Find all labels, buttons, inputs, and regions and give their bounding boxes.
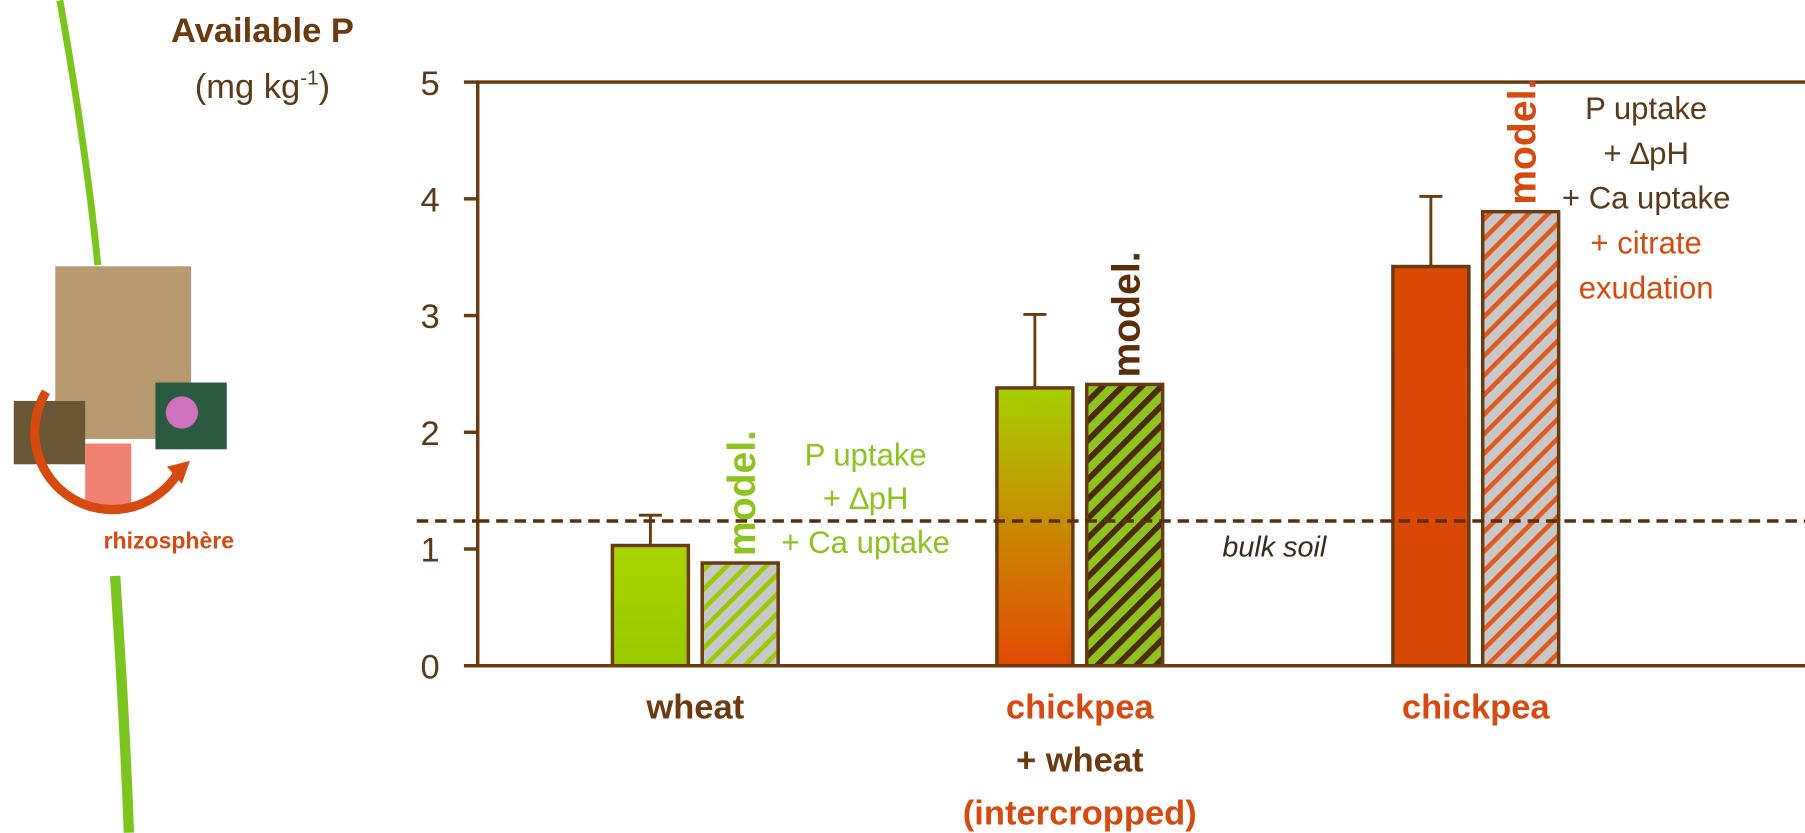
annotation: + citrate — [1590, 226, 1701, 261]
model-label: model. — [1106, 251, 1149, 377]
x-tick-label: (intercropped) — [963, 795, 1197, 833]
unit-sup: -1 — [300, 66, 318, 89]
bar — [1084, 382, 1165, 668]
bar — [1391, 264, 1471, 668]
annotation: P uptake — [1585, 91, 1707, 126]
annotation: exudation — [1579, 271, 1714, 306]
annotation: + Ca uptake — [781, 525, 949, 560]
reference-label: bulk soil — [1222, 531, 1328, 563]
unit-text: (mg kg — [195, 68, 301, 106]
annotation: + ∆pH — [823, 481, 909, 516]
model-label: model. — [1502, 79, 1545, 205]
side-label: rhizosphère — [104, 527, 235, 553]
annotation: P uptake — [805, 437, 927, 472]
y-tick-label: 4 — [421, 181, 440, 219]
decoration — [13, 0, 227, 833]
y-tick-label: 3 — [421, 298, 440, 336]
bar — [995, 386, 1075, 668]
y-tick-label: 1 — [421, 532, 440, 570]
bar — [700, 561, 780, 668]
y-axis-unit: (mg kg-1) — [195, 66, 330, 106]
x-tick-label: wheat — [645, 689, 744, 727]
y-axis-title: Available P — [171, 12, 354, 50]
x-tick-label: + wheat — [1016, 742, 1144, 780]
unit-close: ) — [319, 68, 331, 106]
x-tick-label: chickpea — [1402, 689, 1551, 727]
annotation: + ∆pH — [1603, 136, 1689, 171]
annotation: + Ca uptake — [1562, 181, 1730, 216]
bar — [1480, 209, 1561, 668]
y-tick-label: 0 — [421, 648, 440, 686]
model-label: model. — [721, 430, 764, 556]
y-tick-label: 5 — [421, 65, 440, 103]
x-tick-label: chickpea — [1006, 689, 1155, 727]
y-tick-label: 2 — [421, 415, 440, 453]
bar — [610, 543, 691, 668]
